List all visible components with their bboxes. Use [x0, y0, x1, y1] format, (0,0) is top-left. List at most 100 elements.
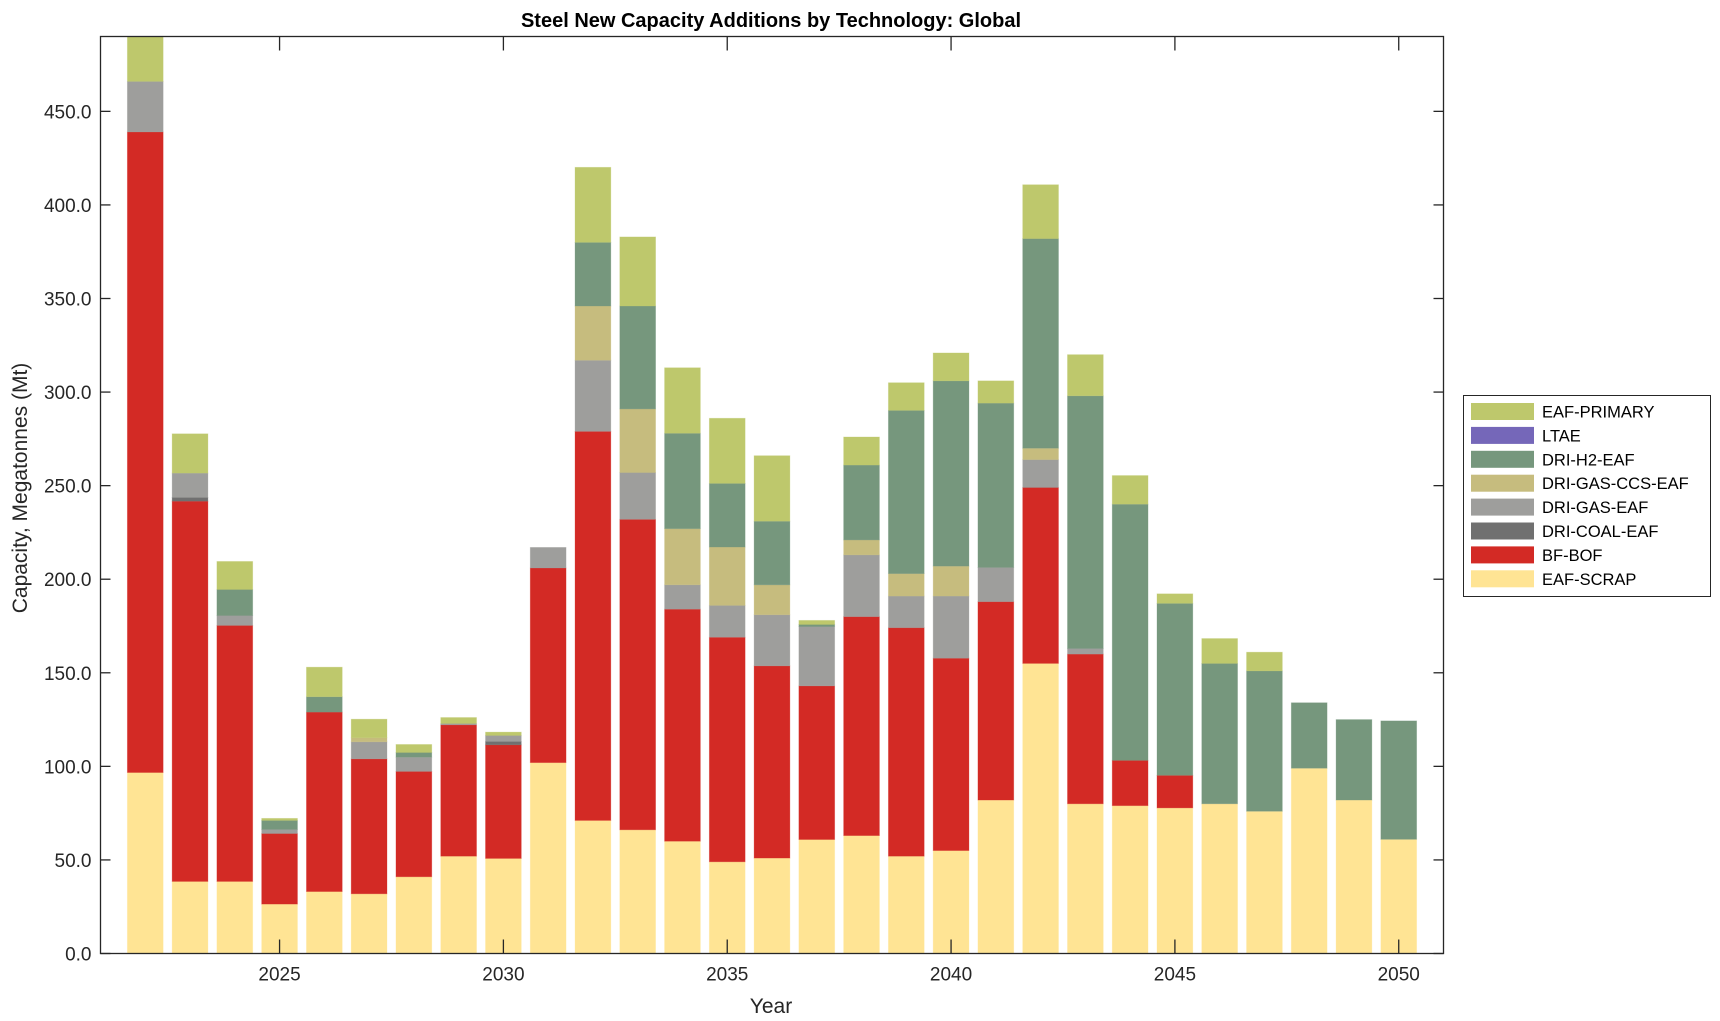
bar-segment-dri-gas-eaf-2043: [1067, 648, 1104, 655]
legend-swatch: [1471, 570, 1534, 588]
bar-segment-dri-gas-eaf-2025: [261, 829, 298, 834]
bar-segment-bf-bof-2031: [529, 567, 567, 764]
bar-segment-dri-h2-eaf-2043: [1067, 395, 1104, 649]
bar-segment-bf-bof-2033: [619, 518, 656, 831]
bar-stack-2032: [574, 166, 612, 954]
legend-item-dri-coal-eaf: DRI-COAL-EAF: [1471, 522, 1658, 541]
legend-item-eaf-primary: EAF-PRIMARY: [1471, 403, 1654, 422]
bar-segment-bf-bof-2036: [753, 665, 791, 859]
bar-segment-bf-bof-2037: [798, 685, 836, 840]
bar-segment-eaf-scrap-2037: [798, 839, 836, 954]
bar-segment-dri-gas-eaf-2031: [529, 547, 567, 569]
bar-stack-2048: [1290, 702, 1328, 954]
bar-stack-2035: [708, 417, 746, 954]
bar-segment-dri-gas-eaf-2041: [977, 567, 1015, 603]
bar-segment-eaf-scrap-2030: [485, 858, 522, 954]
bar-segment-dri-h2-eaf-2024: [216, 589, 254, 616]
bar-stack-2039: [887, 382, 925, 954]
bar-stack-2029: [440, 717, 477, 954]
legend-label: DRI-GAS-EAF: [1542, 499, 1648, 517]
legend-swatch: [1471, 474, 1534, 492]
chart-title: Steel New Capacity Additions by Technolo…: [521, 10, 1021, 32]
bar-segment-dri-h2-eaf-2040: [932, 380, 970, 567]
bar-segment-eaf-scrap-2024: [216, 881, 254, 954]
bar-segment-eaf-scrap-2026: [306, 891, 343, 954]
bar-stack-2033: [619, 236, 656, 954]
bar-segment-dri-h2-eaf-2050: [1380, 720, 1418, 840]
y-tick-label: 250.0: [44, 477, 92, 498]
y-tick-label: 450.0: [44, 102, 92, 123]
bar-segment-eaf-scrap-2034: [664, 840, 701, 954]
bar-stack-2050: [1380, 720, 1418, 954]
bar-segment-dri-gas-eaf-2036: [753, 614, 791, 667]
bar-segment-dri-gas-eaf-2022: [126, 81, 164, 133]
y-tick-label: 400.0: [44, 196, 92, 217]
bar-segment-eaf-scrap-2039: [887, 855, 925, 954]
x-tick-label: 2025: [258, 965, 300, 986]
bar-segment-eaf-primary-2043: [1067, 354, 1104, 397]
x-axis-label: Year: [750, 995, 792, 1018]
bar-segment-dri-gas-eaf-2035: [708, 605, 746, 638]
bar-segment-dri-h2-eaf-2039: [887, 410, 925, 575]
bar-segment-dri-gas-ccs-eaf-2033: [619, 408, 656, 473]
bar-stack-2047: [1246, 651, 1283, 954]
bar-segment-dri-gas-eaf-2024: [216, 615, 254, 626]
bar-stack-2046: [1201, 638, 1238, 954]
bar-segment-dri-gas-ccs-eaf-2039: [887, 573, 925, 597]
x-tick-label: 2035: [706, 965, 748, 986]
bar-segment-dri-gas-eaf-2042: [1022, 459, 1059, 488]
legend-label: DRI-GAS-CCS-EAF: [1542, 475, 1689, 493]
bar-segment-eaf-scrap-2031: [529, 762, 567, 954]
bar-segment-eaf-primary-2040: [932, 352, 970, 382]
bar-stack-2031: [529, 547, 567, 954]
legend-label: BF-BOF: [1542, 547, 1603, 565]
bar-stack-2041: [977, 380, 1015, 954]
bar-segment-eaf-scrap-2022: [126, 772, 164, 954]
bar-segment-eaf-scrap-2050: [1380, 838, 1418, 954]
legend-item-bf-bof: BF-BOF: [1471, 546, 1603, 565]
bar-segment-dri-h2-eaf-2034: [664, 432, 701, 530]
legend: EAF-PRIMARY LTAE DRI-H2-EAF DRI-GAS-CCS-EAF…: [1463, 395, 1711, 597]
bar-segment-dri-gas-ccs-eaf-2038: [843, 539, 880, 556]
bar-segment-bf-bof-2023: [171, 500, 209, 882]
bar-segment-eaf-primary-2038: [843, 436, 880, 466]
bar-segment-dri-gas-eaf-2032: [574, 359, 612, 432]
legend-swatch: [1471, 426, 1534, 444]
bar-segment-dri-h2-eaf-2033: [619, 305, 656, 410]
bar-segment-dri-h2-eaf-2028: [395, 752, 433, 758]
bar-segment-dri-gas-ccs-eaf-2034: [664, 528, 701, 586]
bar-segment-dri-coal-eaf-2030: [485, 741, 522, 746]
bar-segment-eaf-scrap-2048: [1290, 767, 1328, 954]
bar-segment-eaf-primary-2039: [887, 382, 925, 411]
legend-item-dri-gas-ccs-eaf: DRI-GAS-CCS-EAF: [1471, 474, 1689, 493]
bar-segment-bf-bof-2024: [216, 625, 254, 882]
bar-segment-eaf-primary-2041: [977, 380, 1015, 404]
bar-segment-dri-h2-eaf-2025: [261, 820, 298, 830]
bar-segment-dri-gas-eaf-2033: [619, 472, 656, 520]
bar-stack-2025: [261, 817, 298, 954]
x-tick-label: 2050: [1378, 965, 1420, 986]
bar-stack-2028: [395, 744, 433, 954]
bar-segment-dri-h2-eaf-2041: [977, 402, 1015, 568]
bar-segment-eaf-primary-2023: [171, 433, 209, 474]
bar-segment-bf-bof-2041: [977, 601, 1015, 801]
legend-swatch: [1471, 546, 1534, 564]
y-tick-label: 0.0: [65, 945, 91, 966]
bar-segment-dri-h2-eaf-2026: [306, 696, 343, 713]
legend-swatch: [1471, 522, 1534, 540]
bar-segment-dri-gas-eaf-2028: [395, 756, 433, 772]
y-tick-label: 150.0: [44, 664, 92, 685]
bar-segment-dri-gas-eaf-2030: [485, 735, 522, 742]
bar-segment-bf-bof-2038: [843, 616, 880, 837]
bar-segment-eaf-primary-2044: [1111, 475, 1149, 505]
bar-segment-bf-bof-2029: [440, 724, 477, 857]
bar-stack-2038: [843, 436, 880, 954]
bar-segment-bf-bof-2035: [708, 636, 746, 863]
bar-segment-dri-gas-eaf-2040: [932, 595, 970, 659]
bar-segment-dri-h2-eaf-2046: [1201, 663, 1238, 805]
y-tick-label: 50.0: [55, 851, 92, 872]
x-tick-label: 2030: [482, 965, 524, 986]
bar-segment-eaf-primary-2046: [1201, 638, 1238, 664]
bar-segment-eaf-primary-2036: [753, 455, 791, 522]
